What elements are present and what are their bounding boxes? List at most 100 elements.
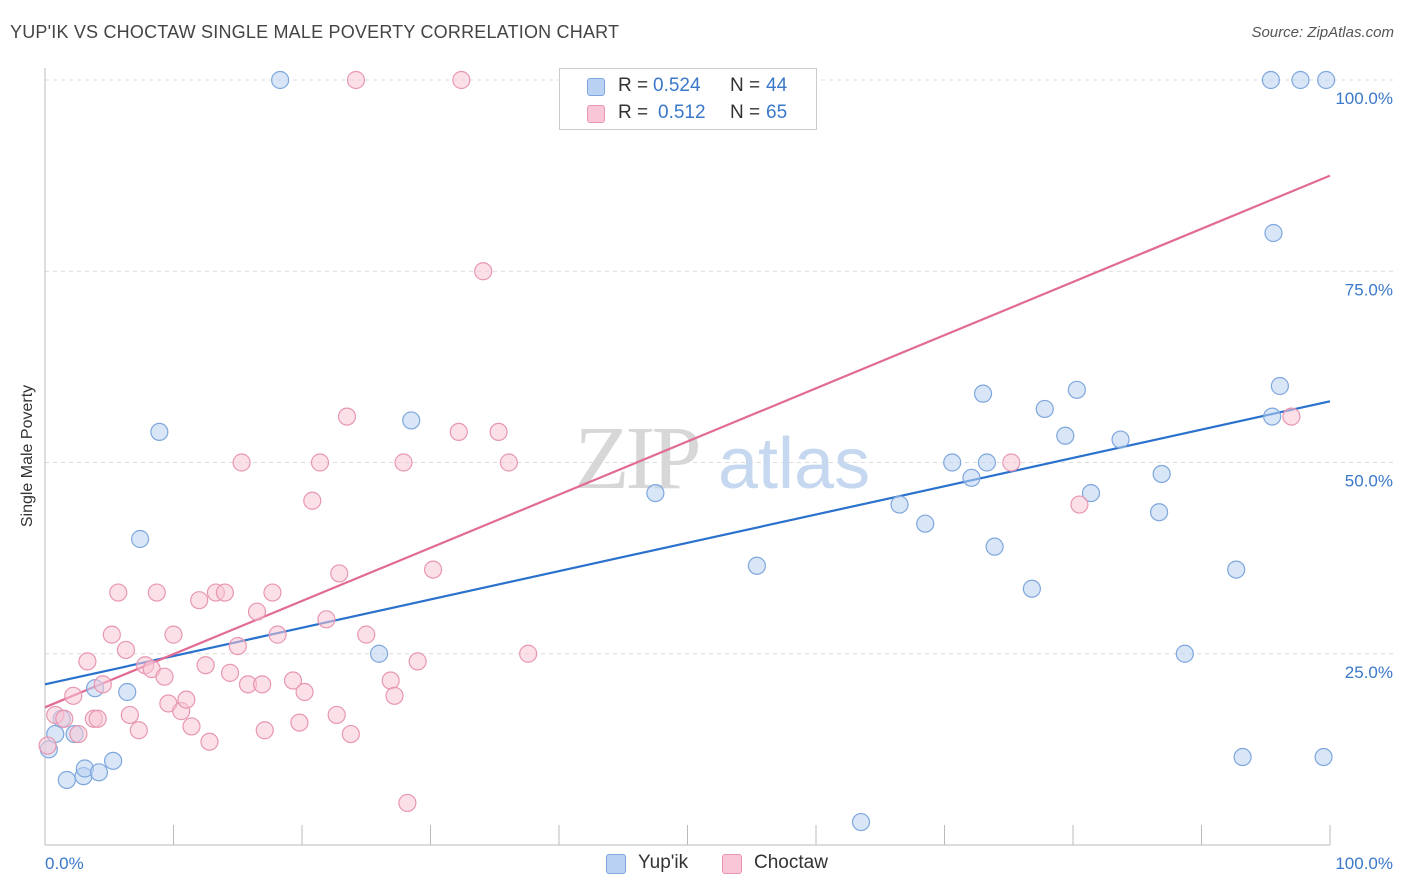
correlation-legend: R = 0.524 N = 44 R = 0.512 N = 65 [559,68,817,130]
point-yupik [1035,399,1054,419]
point-choctaw [290,713,309,732]
point-yupik [1022,579,1041,598]
legend-swatch-yupik [587,78,605,96]
legend-row-choctaw: R = 0.512 N = 65 [560,100,816,128]
point-yupik [1152,464,1171,484]
point-yupik [370,644,389,663]
point-yupik [646,484,665,503]
point-choctaw [423,560,443,579]
point-choctaw [88,709,107,728]
bottom-legend-label-choctaw: Choctaw [754,852,828,873]
point-choctaw [228,636,247,656]
point-choctaw [330,564,349,583]
point-yupik [1264,223,1283,243]
legend-n-value: 44 [766,75,788,96]
y-tick-label: 100.0% [1335,89,1393,108]
point-yupik [890,495,909,514]
point-choctaw [64,686,83,705]
point-choctaw [489,422,508,441]
bottom-legend-swatch-yupik [606,854,626,874]
point-choctaw [408,652,427,671]
point-choctaw [317,610,336,629]
point-choctaw [190,591,209,610]
bottom-legend-swatch-choctaw [722,854,742,874]
point-yupik [271,70,290,90]
point-yupik [851,812,871,832]
point-yupik [1067,380,1086,399]
legend-row-yupik: R = 0.524 N = 44 [560,73,816,101]
point-choctaw [398,793,417,813]
point-choctaw [38,736,57,755]
y-tick-label: 50.0% [1345,472,1393,491]
point-choctaw [303,491,322,510]
trend-line-yupik [44,400,1331,686]
point-choctaw [116,640,136,660]
watermark: ZIP atlas [575,409,871,508]
point-yupik [973,384,993,403]
legend-swatch-choctaw [587,105,605,123]
point-yupik [118,682,137,702]
point-choctaw [196,656,215,675]
point-yupik [1111,430,1130,449]
y-tick-label: 75.0% [1345,280,1393,299]
point-choctaw [147,583,166,602]
point-choctaw [109,583,128,602]
point-choctaw [295,682,314,702]
point-choctaw [177,690,196,709]
point-choctaw [357,625,376,644]
point-choctaw [519,644,538,663]
point-yupik [1233,747,1252,767]
point-choctaw [283,671,303,690]
point-yupik [1314,747,1333,767]
point-choctaw [268,625,287,644]
legend-r-label: R = [618,75,649,96]
point-choctaw [253,675,272,694]
point-choctaw [69,724,88,744]
point-yupik [104,751,123,770]
point-yupik [130,529,150,549]
point-choctaw [215,583,234,602]
y-tick-label: 25.0% [1345,663,1393,682]
point-choctaw [1070,495,1089,514]
point-yupik [1056,426,1075,445]
point-choctaw [346,70,366,90]
watermark-zip: ZIP [575,409,699,508]
axes [44,68,1331,846]
point-choctaw [120,705,139,725]
legend-r-value: 0.512 [658,102,706,123]
point-yupik [1149,503,1169,522]
point-yupik [1227,560,1246,579]
point-choctaw [55,709,74,728]
point-yupik [57,770,76,790]
x-tick-label: 100.0% [1335,854,1393,873]
point-choctaw [255,721,274,740]
point-choctaw [385,686,404,705]
legend-n-label: N = [730,75,761,96]
point-choctaw [341,724,360,744]
point-yupik [747,556,766,575]
point-yupik [1261,70,1280,90]
point-choctaw [182,717,201,736]
legend-n-label: N = [730,102,761,123]
chart-source: Source: ZipAtlas.com [1251,24,1394,41]
point-choctaw [310,453,330,472]
point-yupik [1270,376,1289,396]
point-choctaw [220,663,240,682]
data-points [38,70,1336,832]
point-yupik [1291,70,1310,90]
point-yupik [89,763,109,782]
point-yupik [150,422,169,441]
point-yupik [977,453,997,472]
point-choctaw [263,583,282,602]
point-choctaw [337,407,357,426]
point-choctaw [452,70,471,90]
tick-labels: 25.0% 50.0% 75.0% 100.0% 0.0% 100.0% [45,89,1393,873]
point-yupik [943,453,962,472]
point-choctaw [394,453,413,472]
point-yupik [916,514,935,533]
point-yupik [985,537,1004,556]
point-choctaw [102,625,121,644]
point-choctaw [449,422,468,441]
watermark-atlas: atlas [718,424,870,504]
